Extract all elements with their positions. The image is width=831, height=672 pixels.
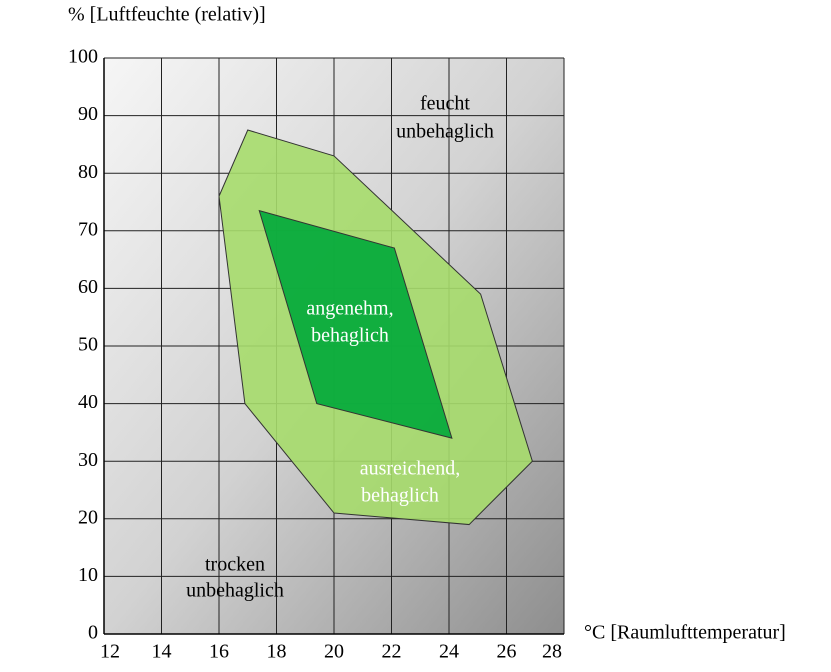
y-tick-label: 30: [78, 449, 98, 471]
y-tick-label: 40: [78, 391, 98, 413]
annotation: behaglich: [361, 485, 439, 507]
annotation: trocken: [205, 554, 265, 576]
annotation: feucht: [420, 93, 470, 115]
x-tick-label: 12: [100, 641, 120, 663]
zone: [258, 209, 453, 439]
y-tick-label: 60: [78, 276, 98, 298]
annotation: unbehaglich: [396, 121, 494, 143]
y-tick-label: 10: [78, 564, 98, 586]
annotation: behaglich: [311, 325, 389, 347]
x-tick-label: 28: [542, 641, 562, 663]
y-tick-label: 0: [88, 622, 98, 644]
x-axis-label: °C [Raumlufttemperatur]: [584, 622, 786, 644]
y-tick-label: 100: [68, 46, 98, 68]
y-axis-label: % [Luftfeuchte (relativ)]: [68, 4, 266, 26]
x-tick-label: 14: [152, 641, 172, 663]
x-tick-label: 24: [439, 641, 459, 663]
x-tick-label: 26: [497, 641, 517, 663]
annotation: angenehm,: [306, 298, 393, 320]
x-tick-label: 18: [267, 641, 287, 663]
x-tick-label: 16: [209, 641, 229, 663]
x-tick-label: 22: [382, 641, 402, 663]
x-tick-label: 20: [324, 641, 344, 663]
y-tick-label: 50: [78, 334, 98, 356]
y-tick-label: 90: [78, 103, 98, 125]
y-tick-label: 20: [78, 506, 98, 528]
annotation: ausreichend,: [360, 458, 461, 480]
y-tick-label: 80: [78, 161, 98, 183]
annotation: unbehaglich: [186, 580, 284, 602]
y-tick-label: 70: [78, 218, 98, 240]
